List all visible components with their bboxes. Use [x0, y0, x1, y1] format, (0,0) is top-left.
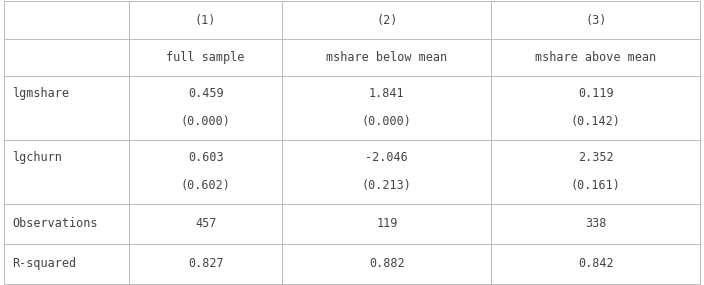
Text: full sample: full sample: [166, 51, 245, 64]
Text: Observations: Observations: [12, 217, 97, 231]
Bar: [129, 244, 282, 284]
Text: mshare below mean: mshare below mean: [326, 51, 448, 64]
Text: (0.000): (0.000): [362, 115, 412, 129]
Text: 0.882: 0.882: [369, 257, 405, 270]
Bar: [129, 1, 282, 39]
Bar: [129, 204, 282, 244]
Text: (0.000): (0.000): [181, 115, 231, 129]
Text: 338: 338: [585, 217, 607, 231]
Bar: [4, 76, 129, 140]
Text: 0.603: 0.603: [188, 151, 223, 164]
Bar: [129, 39, 282, 76]
Text: 1.841: 1.841: [369, 87, 405, 100]
Bar: [282, 76, 491, 140]
Text: lgchurn: lgchurn: [12, 151, 62, 164]
Bar: [129, 140, 282, 204]
Text: R-squared: R-squared: [12, 257, 76, 270]
Bar: [491, 244, 700, 284]
Bar: [4, 140, 129, 204]
Text: 0.827: 0.827: [188, 257, 223, 270]
Bar: [491, 39, 700, 76]
Text: 0.119: 0.119: [578, 87, 614, 100]
Bar: [282, 140, 491, 204]
Bar: [491, 140, 700, 204]
Text: 0.842: 0.842: [578, 257, 614, 270]
Text: (3): (3): [585, 14, 607, 27]
Bar: [282, 1, 491, 39]
Text: (0.602): (0.602): [181, 179, 231, 192]
Bar: [4, 1, 129, 39]
Text: (1): (1): [195, 14, 216, 27]
Bar: [491, 204, 700, 244]
Text: (0.213): (0.213): [362, 179, 412, 192]
Bar: [4, 204, 129, 244]
Bar: [282, 244, 491, 284]
Text: mshare above mean: mshare above mean: [535, 51, 657, 64]
Text: (0.142): (0.142): [571, 115, 621, 129]
Text: 0.459: 0.459: [188, 87, 223, 100]
Bar: [4, 244, 129, 284]
Bar: [129, 76, 282, 140]
Bar: [282, 39, 491, 76]
Text: 2.352: 2.352: [578, 151, 614, 164]
Text: 119: 119: [376, 217, 398, 231]
Text: lgmshare: lgmshare: [12, 87, 69, 100]
Text: (0.161): (0.161): [571, 179, 621, 192]
Bar: [491, 76, 700, 140]
Text: (2): (2): [376, 14, 398, 27]
Bar: [282, 204, 491, 244]
Bar: [4, 39, 129, 76]
Bar: [491, 1, 700, 39]
Text: -2.046: -2.046: [365, 151, 408, 164]
Text: 457: 457: [195, 217, 216, 231]
